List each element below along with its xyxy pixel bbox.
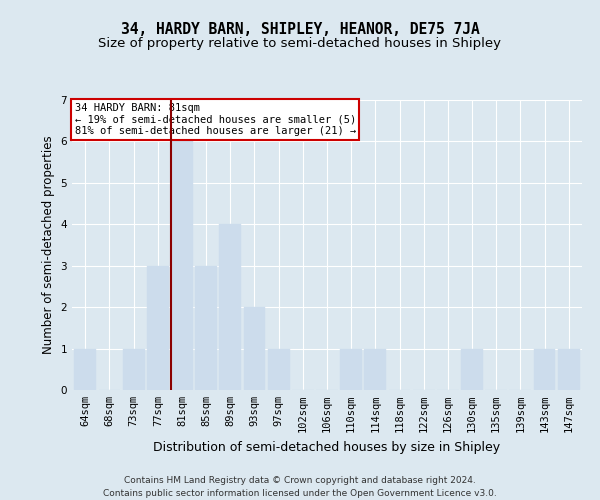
Text: 34 HARDY BARN: 81sqm
← 19% of semi-detached houses are smaller (5)
81% of semi-d: 34 HARDY BARN: 81sqm ← 19% of semi-detac… [74,103,356,136]
Bar [461,348,483,390]
Bar [74,348,96,390]
Y-axis label: Number of semi-detached properties: Number of semi-detached properties [42,136,55,354]
Bar [147,266,169,390]
Bar [220,224,241,390]
Text: 34, HARDY BARN, SHIPLEY, HEANOR, DE75 7JA: 34, HARDY BARN, SHIPLEY, HEANOR, DE75 7J… [121,22,479,38]
Bar [533,348,556,390]
Bar [340,348,362,390]
Text: Contains HM Land Registry data © Crown copyright and database right 2024.
Contai: Contains HM Land Registry data © Crown c… [103,476,497,498]
Bar [268,348,290,390]
Bar [244,307,265,390]
Bar [171,142,193,390]
Bar [364,348,386,390]
Bar [558,348,580,390]
X-axis label: Distribution of semi-detached houses by size in Shipley: Distribution of semi-detached houses by … [154,440,500,454]
Text: Size of property relative to semi-detached houses in Shipley: Size of property relative to semi-detach… [98,38,502,51]
Bar [195,266,217,390]
Bar [123,348,145,390]
